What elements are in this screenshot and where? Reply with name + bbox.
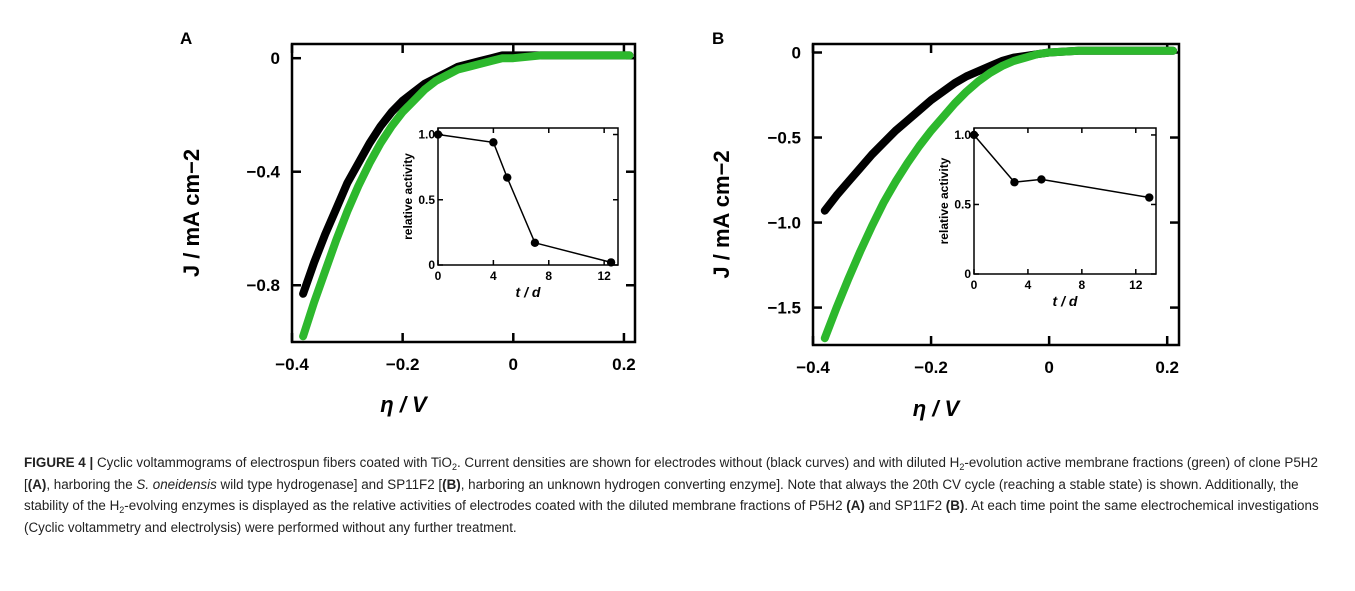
caption-panel-ref: (A) <box>27 476 47 492</box>
y-tick-label: 0 <box>271 49 280 68</box>
curve-with-membrane <box>299 51 634 341</box>
y-axis-title: J / mA cm−2 <box>709 150 734 278</box>
inset-data-point <box>1145 193 1154 202</box>
x-tick-label: 0.2 <box>612 355 636 374</box>
y-tick-label: −0.8 <box>246 276 280 295</box>
x-axis-title: η / V <box>913 396 962 421</box>
plot-frame <box>811 42 1181 347</box>
inset-x-axis-title: t / d <box>516 284 541 300</box>
caption-text: and SP11F2 <box>864 498 946 513</box>
inset-x-tick-label: 12 <box>1129 278 1143 292</box>
inset-x-tick-label: 12 <box>597 269 611 283</box>
inset-y-tick-label: 0 <box>428 258 435 272</box>
caption-text: , harboring an unknown hydrogen converti… <box>24 476 1299 514</box>
inset-x-tick-label: 8 <box>1079 278 1086 292</box>
inset-plot: 0 4 8 12 0 0.5 1.0 t / d relative activity <box>937 127 1157 309</box>
inset-x-tick-label: 4 <box>490 269 497 283</box>
inset-x-tick-label: 0 <box>435 269 442 283</box>
caption-text: , harboring the <box>46 476 137 492</box>
inset-data-point <box>530 238 540 248</box>
caption-label: FIGURE 4 | <box>24 455 94 470</box>
caption-subscript: 2 <box>959 462 965 472</box>
x-tick-label: −0.4 <box>796 358 830 377</box>
caption-species: S. oneidensis <box>136 476 217 492</box>
panel-a: A −0.4 −0.2 0 0.2 0 −0.4 −0.8 η / V J / mA cm−2 0 4… <box>179 29 637 417</box>
panel-letter: A <box>180 29 192 48</box>
x-axis-title: η / V <box>380 392 429 417</box>
panel-letter: B <box>712 29 724 48</box>
caption-text: . Current densities are shown for electr… <box>456 455 960 470</box>
figure-4-plots: A −0.4 −0.2 0 0.2 0 −0.4 −0.8 η / V J / mA cm−2 0 4… <box>179 29 1181 421</box>
inset-x-tick-label: 4 <box>1025 278 1032 292</box>
inset-data-point <box>1037 175 1046 184</box>
figure-frame: A −0.4 −0.2 0 0.2 0 −0.4 −0.8 η / V J / mA cm−2 0 4… <box>4 0 1352 588</box>
caption-subscript: 2 <box>451 462 457 472</box>
x-tick-label: −0.2 <box>914 358 948 377</box>
inset-y-tick-label: 0.5 <box>954 197 971 211</box>
inset-y-axis-title: relative activity <box>401 153 415 240</box>
x-tick-label: −0.2 <box>386 355 420 374</box>
inset-data-point <box>433 130 443 139</box>
caption-panel-ref: (A) <box>846 498 865 513</box>
inset-data-point <box>969 130 979 140</box>
x-tick-label: 0 <box>1044 358 1053 377</box>
x-tick-label: 0 <box>509 355 518 374</box>
inset-data-point <box>489 138 498 147</box>
inset-data-point <box>1010 178 1019 187</box>
y-axis-title: J / mA cm−2 <box>179 149 204 277</box>
inset-y-tick-label: 0 <box>964 267 971 281</box>
inset-frame <box>437 127 619 266</box>
inset-y-axis-title: relative activity <box>937 157 951 244</box>
plot-frame <box>290 42 637 344</box>
inset-frame <box>973 127 1157 275</box>
curve-with-membrane <box>820 46 1178 343</box>
inset-y-tick-label: 0.5 <box>418 193 435 207</box>
caption-panel-ref: (B) <box>442 476 461 492</box>
y-tick-label: −0.4 <box>246 163 280 182</box>
inset-activity-line <box>973 134 1150 199</box>
x-tick-label: −0.4 <box>275 355 309 374</box>
y-tick-label: −1.0 <box>767 214 801 233</box>
y-tick-label: −1.5 <box>767 299 801 318</box>
panel-b: B −0.4 −0.2 0 0.2 0 −0.5 −1.0 −1.5 η / V J / mA cm… <box>709 29 1181 421</box>
caption-text: -evolving enzymes is displayed as the re… <box>124 498 847 513</box>
caption-text: -evolution active membrane fractions (gr… <box>24 455 1318 492</box>
inset-y-tick-label: 1.0 <box>418 128 435 142</box>
y-tick-label: −0.5 <box>767 129 801 148</box>
inset-x-tick-label: 8 <box>545 269 552 283</box>
inset-plot: 0 4 8 12 0 0.5 1.0 t / d relative activity <box>401 127 619 300</box>
y-tick-label: 0 <box>792 44 801 63</box>
inset-x-tick-label: 0 <box>971 278 978 292</box>
figure-caption: FIGURE 4 | Cyclic voltammograms of elect… <box>24 452 1344 538</box>
x-tick-label: 0.2 <box>1155 358 1179 377</box>
caption-text: wild type hydrogenase] and SP11F2 [ <box>216 476 443 492</box>
caption-subscript: 2 <box>119 505 125 515</box>
inset-x-axis-title: t / d <box>1053 293 1078 309</box>
inset-data-point <box>606 258 616 267</box>
caption-text: . At each time point the same electroche… <box>24 498 1319 535</box>
inset-data-point <box>503 173 512 182</box>
caption-text: Cyclic voltammograms of electrospun fibe… <box>93 455 452 470</box>
inset-y-tick-label: 1.0 <box>954 128 971 142</box>
caption-panel-ref: (B) <box>945 498 965 513</box>
